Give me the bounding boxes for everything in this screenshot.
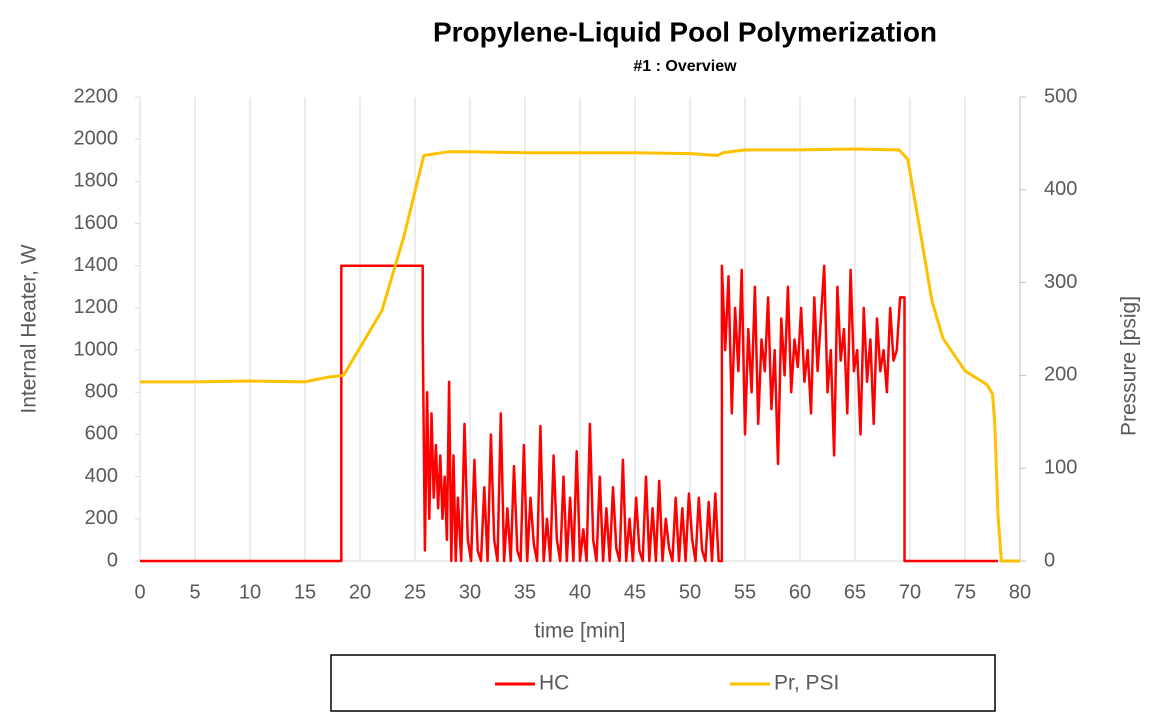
series-line — [140, 147, 1020, 563]
y-tick-label: 200 — [85, 507, 118, 529]
series-line — [140, 264, 998, 563]
x-tick-label: 50 — [679, 581, 701, 603]
x-tick-label: 25 — [404, 581, 426, 603]
y-tick-label: 1200 — [74, 296, 119, 318]
legend-box — [330, 654, 996, 712]
chart-title: Propylene-Liquid Pool Polymerization — [433, 16, 937, 47]
y-tick-label: 600 — [85, 423, 118, 445]
x-tick-label: 60 — [789, 581, 811, 603]
y-tick-label: 1000 — [74, 338, 119, 360]
y-tick-label: 2000 — [74, 127, 119, 149]
x-tick-label: 55 — [734, 581, 756, 603]
legend-label: Pr, PSI — [774, 672, 839, 695]
x-tick-label: 35 — [514, 581, 536, 603]
y2-tick-label: 100 — [1044, 456, 1077, 478]
y2-tick-label: 0 — [1044, 549, 1055, 571]
y-tick-label: 1400 — [74, 254, 119, 276]
y2-tick-label: 500 — [1044, 85, 1077, 107]
x-tick-label: 30 — [459, 581, 481, 603]
chart-subtitle: #1 : Overview — [633, 58, 737, 75]
y2-tick-label: 300 — [1044, 271, 1077, 293]
legend-label: HC — [539, 672, 569, 695]
x-tick-label: 0 — [134, 581, 145, 603]
x-tick-label: 40 — [569, 581, 591, 603]
y-axis-title: Internal Heater, W — [18, 244, 41, 413]
y-tick-label: 2200 — [74, 85, 119, 107]
y2-axis-title: Pressure [psig] — [1118, 296, 1141, 436]
x-axis-title: time [min] — [534, 620, 625, 643]
y-tick-label: 0 — [107, 549, 118, 571]
y-tick-label: 400 — [85, 465, 118, 487]
x-tick-label: 70 — [899, 581, 921, 603]
x-tick-label: 80 — [1009, 581, 1031, 603]
x-tick-label: 20 — [349, 581, 371, 603]
y2-tick-label: 200 — [1044, 364, 1077, 386]
x-tick-label: 5 — [189, 581, 200, 603]
x-tick-label: 75 — [954, 581, 976, 603]
x-tick-label: 15 — [294, 581, 316, 603]
y-tick-label: 800 — [85, 381, 118, 403]
y-tick-label: 1800 — [74, 170, 119, 192]
y2-tick-label: 400 — [1044, 178, 1077, 200]
y-tick-label: 1600 — [74, 212, 119, 234]
x-tick-label: 65 — [844, 581, 866, 603]
x-tick-label: 45 — [624, 581, 646, 603]
x-tick-label: 10 — [239, 581, 261, 603]
